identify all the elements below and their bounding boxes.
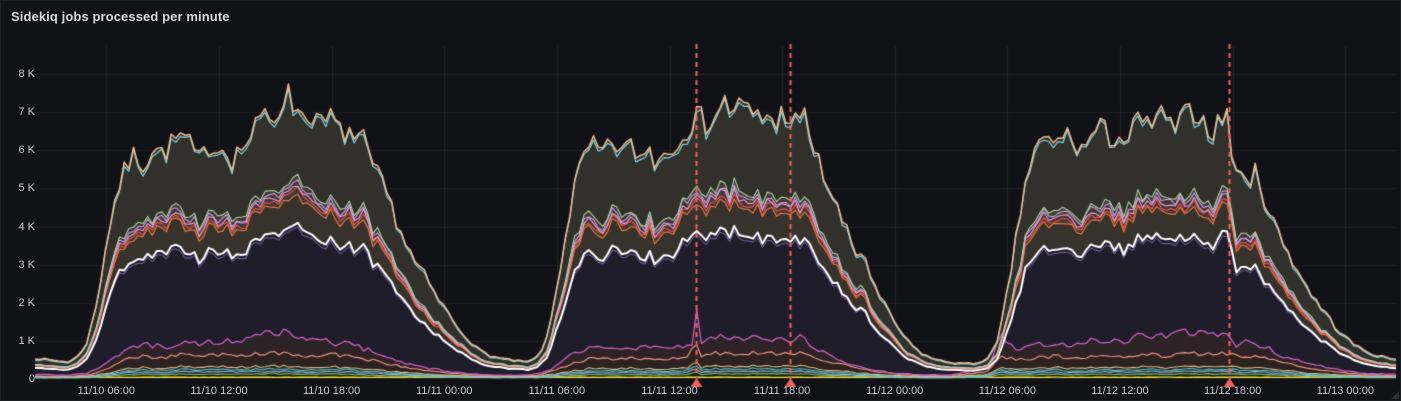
panel-resize-handle[interactable] <box>1391 391 1399 399</box>
panel-header: Sidekiq jobs processed per minute <box>1 1 1400 31</box>
panel-title[interactable]: Sidekiq jobs processed per minute <box>11 8 230 24</box>
